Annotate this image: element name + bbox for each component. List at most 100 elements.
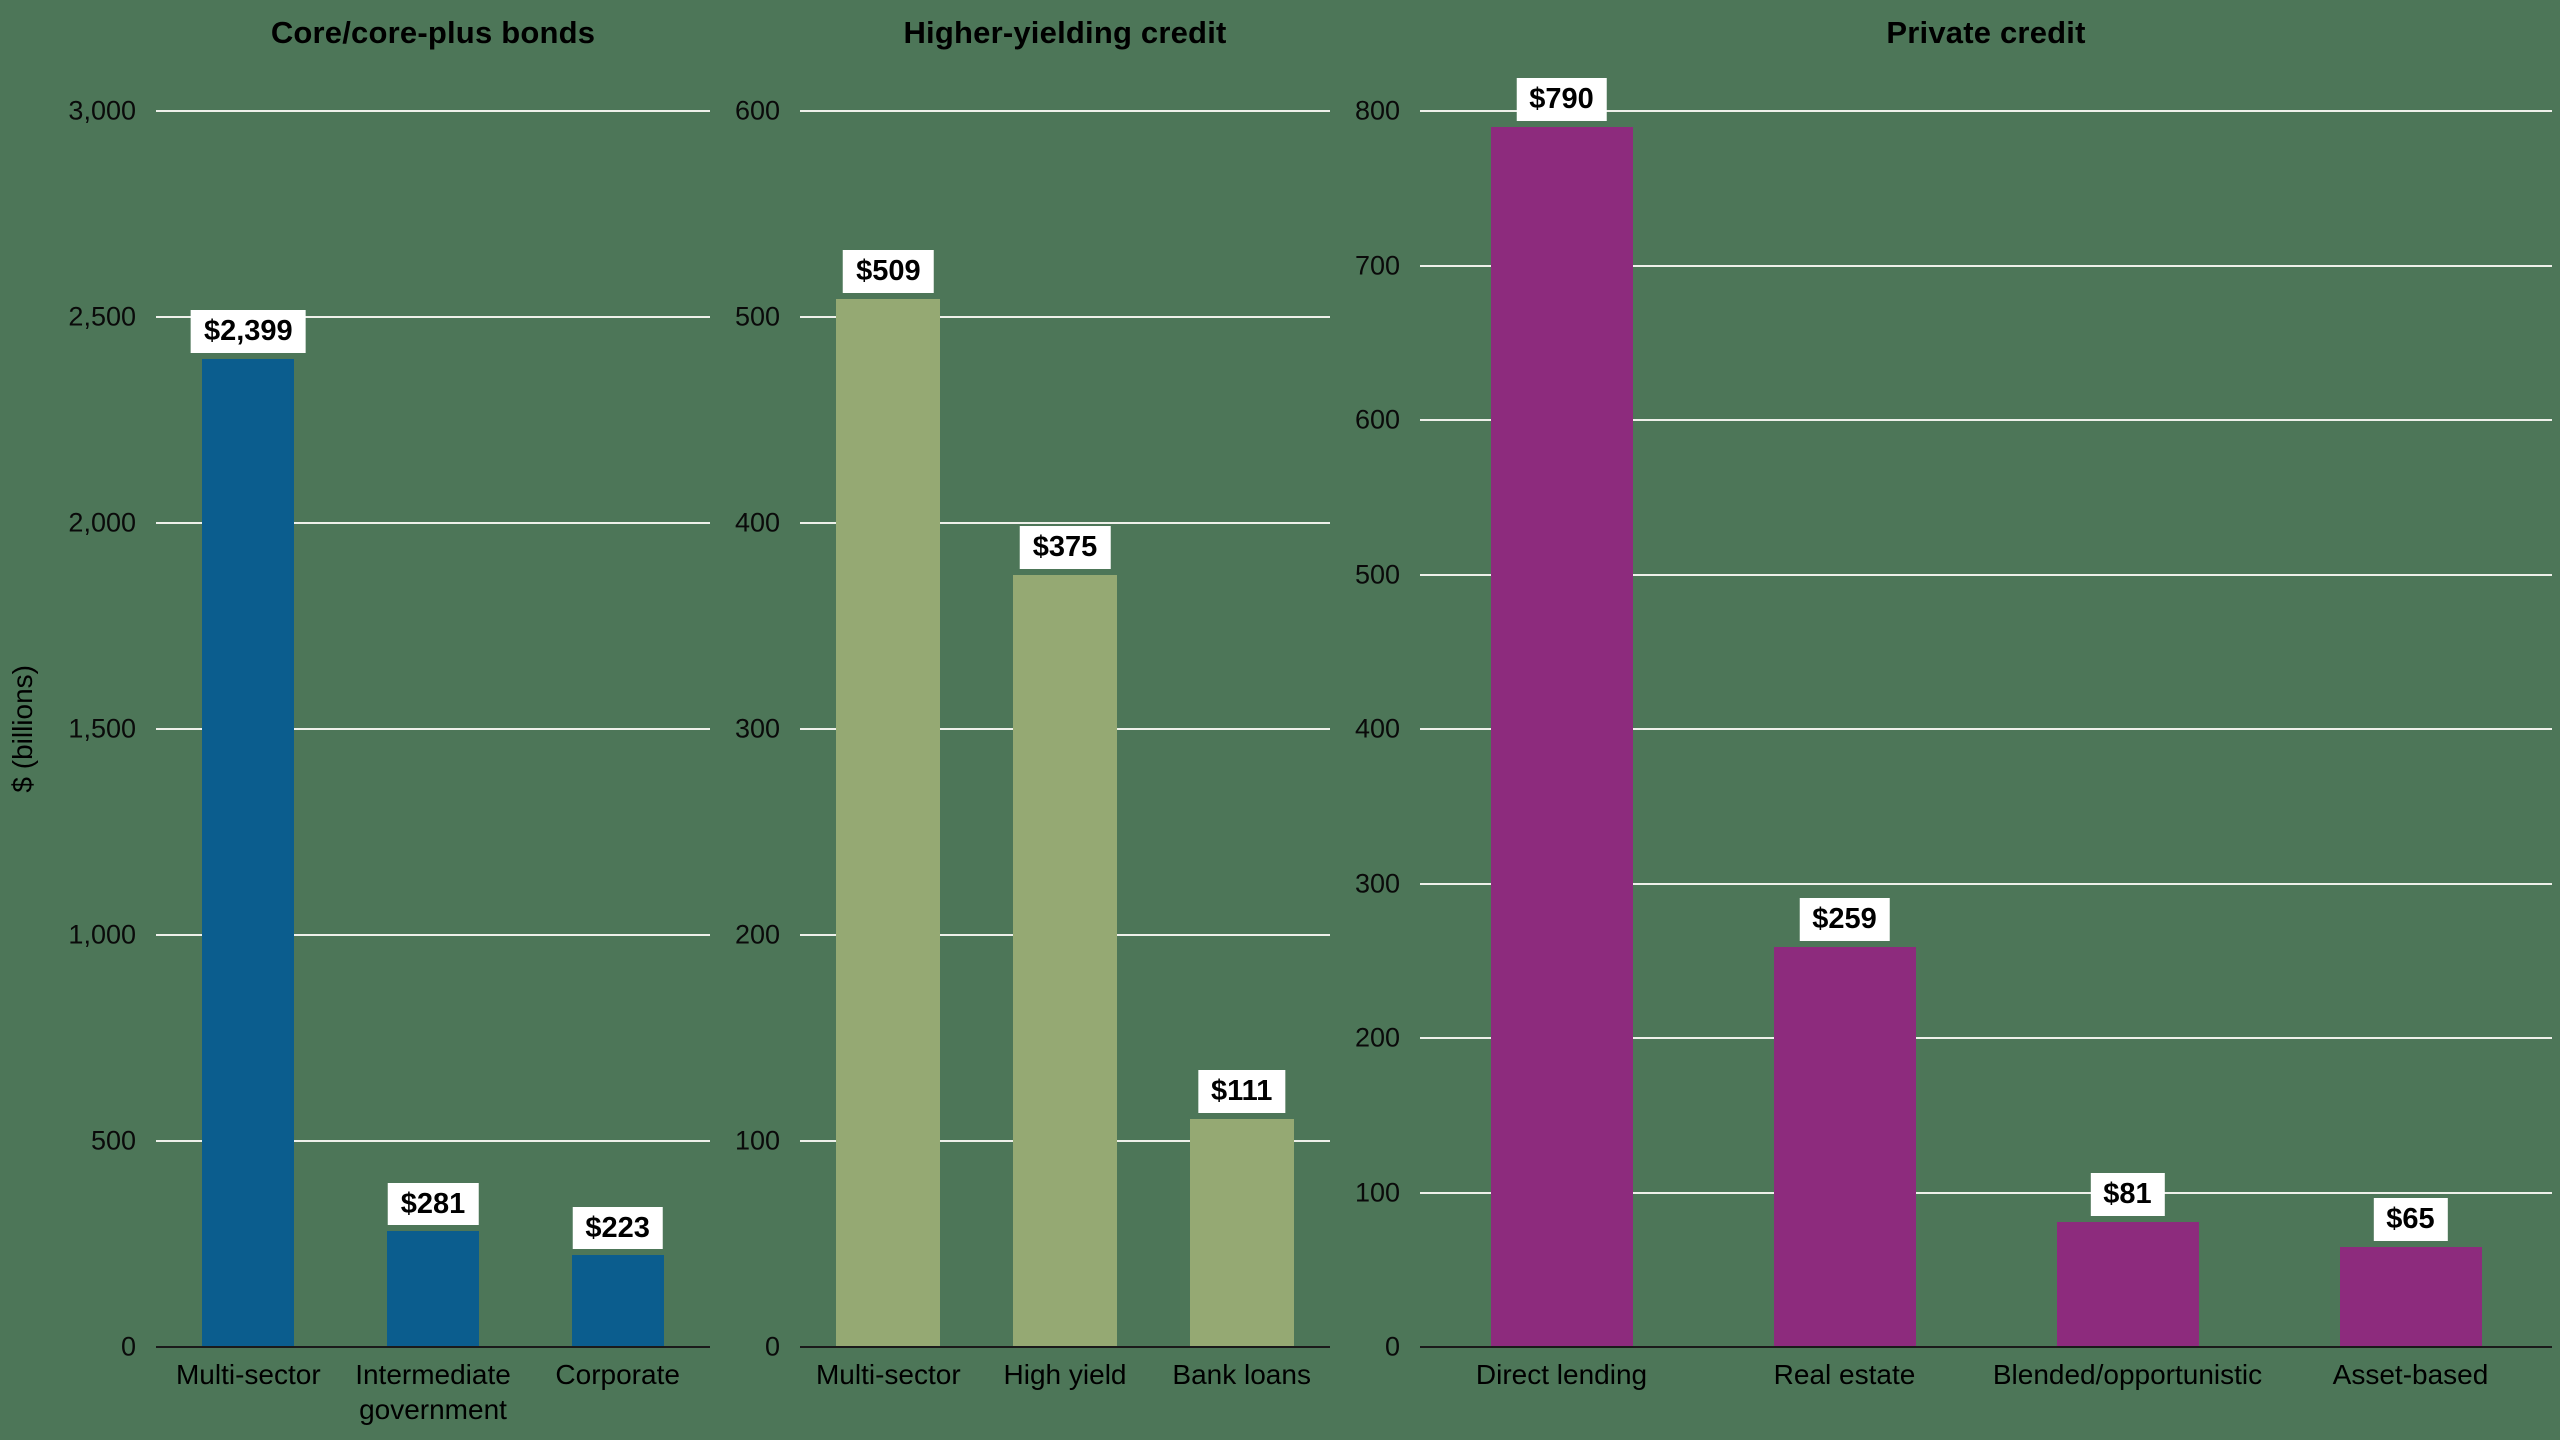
plot-area: $2,399 $281 $223 <box>156 110 710 1349</box>
y-tick-label: 1,000 <box>68 919 136 950</box>
y-tick-label: 500 <box>90 1125 136 1156</box>
y-axis: 0 500 1,000 1,500 2,000 2,500 3,000 <box>46 97 156 1360</box>
bar-direct-lending <box>1490 126 1633 1348</box>
bar-slot-real-estate: $259 <box>1703 111 1986 1348</box>
bar-value-label: $259 <box>1799 898 1890 942</box>
gridline <box>800 316 1330 319</box>
chart-area: $ (billions) 0 500 1,000 1,500 2,000 2,500 3,0… <box>0 97 710 1360</box>
bar-value-label: $2,399 <box>190 310 306 353</box>
y-axis: 0 100 200 300 400 500 600 700 800 <box>1330 97 1420 1360</box>
bar-slot-blended-opportunistic: $81 <box>1986 111 2269 1348</box>
y-tick-label: 2,500 <box>68 301 136 332</box>
x-tick-label: Bank loans <box>1172 1359 1311 1391</box>
gridline <box>1420 1037 2552 1040</box>
bar-slot-asset-based: $65 <box>2269 111 2552 1348</box>
x-axis: Direct lending Real estate Blended/opportu… <box>1420 1357 2552 1392</box>
gridline <box>156 316 710 319</box>
bar-value-label: $509 <box>843 249 934 293</box>
y-axis: 0 100 200 300 400 500 600 <box>710 97 800 1360</box>
x-axis-line <box>1420 1346 2552 1349</box>
x-tick-label: Corporate <box>555 1359 680 1391</box>
x-axis-line <box>800 1346 1330 1349</box>
bar-multi-sector <box>836 298 941 1348</box>
chart-panel-higher-yielding-credit: Higher-yielding credit 0 100 200 300 400 500 6… <box>710 8 1330 1440</box>
bar-asset-based <box>2339 1246 2482 1348</box>
gridline <box>156 934 710 937</box>
bar-corporate <box>571 1255 664 1348</box>
bar-slot-multi-sector: $509 <box>800 111 977 1348</box>
bar-value-label: $65 <box>2373 1197 2448 1241</box>
chart-title: Higher-yielding credit <box>903 15 1227 50</box>
chart-panel-core-core-plus-bonds: Core/core-plus bonds $ (billions) 0 500 1,… <box>0 8 710 1440</box>
x-tick-label: High yield <box>1003 1359 1127 1391</box>
bar-value-label: $281 <box>387 1182 479 1226</box>
y-tick-label: 300 <box>1354 868 1400 899</box>
plot-area: $790 $259 $81 $65 <box>1420 77 2552 1349</box>
y-axis-title-text: $ (billions) <box>7 665 38 793</box>
x-axis: Multi-sector Intermediate government Corpo… <box>156 1357 710 1427</box>
x-tick-label: Blended/opportunistic <box>1992 1359 2263 1391</box>
bar-real-estate <box>1773 947 1916 1348</box>
bar-value-label: $375 <box>1019 525 1111 569</box>
x-tick-label: Multi-sector <box>175 1359 321 1391</box>
gridline <box>800 110 1330 113</box>
bar-slot-direct-lending: $790 <box>1420 77 1703 1348</box>
gridline <box>156 728 710 731</box>
bar-value-label: $790 <box>1516 77 1607 121</box>
chart-area: 0 100 200 300 400 500 600 $509 $375 $111 <box>710 97 1330 1360</box>
gridline <box>1420 110 2552 113</box>
y-tick-label: 400 <box>1354 713 1400 744</box>
bar-high-yield <box>1013 574 1117 1348</box>
bar-slot-high-yield: $375 <box>977 111 1154 1348</box>
x-tick-label: Multi-sector <box>815 1359 961 1391</box>
bar-slot-corporate: $223 <box>525 111 710 1348</box>
x-axis: Multi-sector High yield Bank loans <box>800 1357 1330 1392</box>
bar-slot-intermediate-government: $281 <box>341 111 526 1348</box>
bar-value-label: $111 <box>1198 1069 1286 1113</box>
y-tick-label: 200 <box>1354 1022 1400 1053</box>
y-tick-label: 100 <box>1354 1177 1400 1208</box>
y-tick-label: 700 <box>1354 250 1400 281</box>
gridline <box>1420 264 2552 267</box>
y-tick-label: 1,500 <box>68 713 136 744</box>
bar-value-label: $81 <box>2090 1173 2165 1217</box>
bar-intermediate-government <box>387 1231 479 1348</box>
y-tick-label: 3,000 <box>68 95 136 126</box>
x-axis-line <box>156 1346 710 1349</box>
bar-bank-loans <box>1189 1118 1294 1348</box>
y-tick-label: 500 <box>734 301 780 332</box>
y-axis-title: $ (billions) <box>0 111 46 1347</box>
x-tick-label: Intermediate government <box>355 1359 511 1426</box>
y-tick-label: 0 <box>1384 1331 1400 1362</box>
y-tick-label: 200 <box>734 919 780 950</box>
y-tick-label: 0 <box>764 1331 780 1362</box>
gridline <box>800 522 1330 525</box>
bar-slot-multi-sector: $2,399 <box>156 111 341 1348</box>
y-tick-label: 600 <box>734 95 780 126</box>
x-tick-label: Asset-based <box>2332 1359 2489 1391</box>
y-tick-label: 100 <box>734 1125 780 1156</box>
bar-multi-sector <box>202 358 295 1348</box>
gridline <box>156 522 710 525</box>
bar-value-label: $223 <box>572 1206 663 1250</box>
chart-panel-private-credit: Private credit 0 100 200 300 400 500 600 700 800… <box>1330 8 2560 1440</box>
plot-area: $509 $375 $111 <box>800 110 1330 1349</box>
gridline <box>1420 882 2552 885</box>
gridline <box>1420 728 2552 731</box>
gridline <box>1420 419 2552 422</box>
x-tick-label: Direct lending <box>1475 1359 1648 1391</box>
y-tick-label: 300 <box>734 713 780 744</box>
gridline <box>1420 1191 2552 1194</box>
chart-title: Core/core-plus bonds <box>270 15 596 50</box>
chart-area: 0 100 200 300 400 500 600 700 800 $790 $259 $81 $65 <box>1330 77 2552 1360</box>
bar-blended-opportunistic <box>2056 1222 2199 1348</box>
y-tick-label: 800 <box>1354 95 1400 126</box>
y-tick-label: 600 <box>1354 404 1400 435</box>
x-tick-label: Real estate <box>1773 1359 1916 1391</box>
y-tick-label: 0 <box>120 1331 136 1362</box>
gridline <box>156 110 710 113</box>
y-tick-label: 400 <box>734 507 780 538</box>
gridline <box>1420 573 2552 576</box>
gridline <box>156 1140 710 1143</box>
